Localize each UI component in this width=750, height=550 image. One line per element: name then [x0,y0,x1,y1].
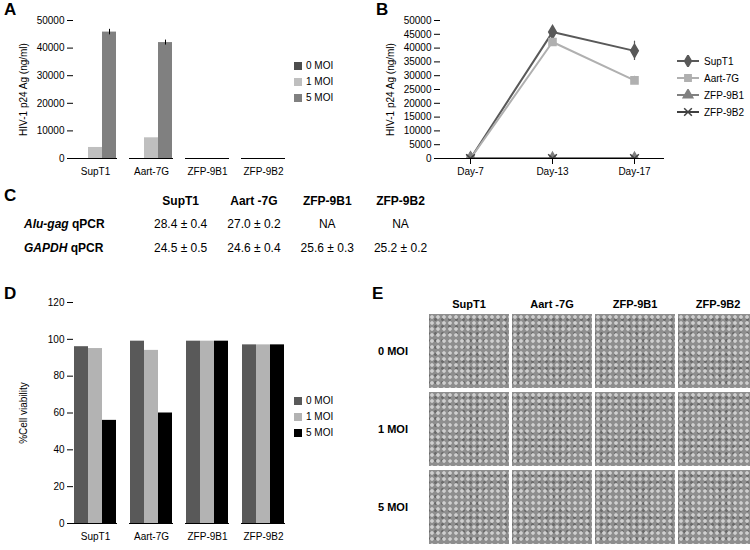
svg-text:Day-17: Day-17 [618,166,651,177]
html-text:ZFP-9B1: ZFP-9B1 [302,194,352,208]
svg-text:120: 120 [48,297,65,308]
html-text:SupT1: SupT1 [162,194,199,208]
svg-text:30000: 30000 [404,70,432,81]
svg-text:0: 0 [59,153,65,164]
html-text:5 MOI: 5 MOI [306,427,334,438]
html-text:28.4 ± 0.4: 28.4 ± 0.4 [154,217,208,231]
html-text:5 MOI: 5 MOI [378,501,408,513]
svg-text:60: 60 [53,407,65,418]
svg-text:15000: 15000 [404,111,432,122]
svg-text:Day-7: Day-7 [457,166,484,177]
svg-text:HIV-1 p24 Ag (ng/ml): HIV-1 p24 Ag (ng/ml) [385,43,396,136]
html-text:ZFP-9B1: ZFP-9B1 [704,89,744,101]
svg-text:30000: 30000 [37,70,65,81]
svg-text:ZFP-9B2: ZFP-9B2 [243,166,283,177]
svg-text:Day-13: Day-13 [536,166,569,177]
svg-text:20000: 20000 [37,98,65,109]
svg-text:10000: 10000 [404,125,432,136]
html-text:GAPDH qPCR: GAPDH qPCR [24,241,104,255]
html-text:0 MOI: 0 MOI [306,60,334,71]
html-text:ZFP-9B1: ZFP-9B1 [612,298,658,310]
html-text:25.6 ± 0.3: 25.6 ± 0.3 [300,241,354,255]
html-text:Aart -7G: Aart -7G [230,194,278,208]
svg-text:ZFP-9B1: ZFP-9B1 [187,531,227,542]
html-text:1 MOI: 1 MOI [306,411,334,422]
html-text:0 MOI: 0 MOI [378,345,408,357]
svg-text:Aart-7G: Aart-7G [134,531,169,542]
html-text:C: C [4,186,17,205]
html-text:24.6 ± 0.4: 24.6 ± 0.4 [227,241,281,255]
svg-text:5000: 5000 [409,139,432,150]
html-text:24.5 ± 0.5: 24.5 ± 0.5 [154,241,208,255]
html-text:NA: NA [392,217,409,231]
svg-text:ZFP-9B2: ZFP-9B2 [243,531,283,542]
svg-text:20000: 20000 [404,98,432,109]
html-text:Aart-7G: Aart-7G [704,72,739,84]
html-text:ZFP-9B2: ZFP-9B2 [376,194,425,208]
html-text:B: B [376,0,389,19]
html-text:Alu-gag qPCR: Alu-gag qPCR [24,217,105,231]
svg-text:ZFP-9B1: ZFP-9B1 [187,166,227,177]
html-text:25.2 ± 0.2: 25.2 ± 0.2 [373,241,428,255]
html-text:A: A [4,0,17,19]
svg-text:0: 0 [59,518,65,529]
html-text:ZFP-9B2: ZFP-9B2 [695,298,741,310]
html-text:E: E [372,284,384,303]
svg-text:Aart-7G: Aart-7G [134,166,169,177]
html-text:SupT1: SupT1 [704,55,734,67]
svg-text:25000: 25000 [404,84,432,95]
svg-text:SupT1: SupT1 [81,531,111,542]
html-text:1 MOI: 1 MOI [378,423,408,435]
html-text:SupT1: SupT1 [452,298,486,310]
svg-text:HIV-1 p24 Ag (ng/ml): HIV-1 p24 Ag (ng/ml) [18,43,29,136]
svg-text:45000: 45000 [404,29,432,40]
html-text:NA: NA [318,217,336,231]
svg-text:80: 80 [53,370,65,381]
svg-text:10000: 10000 [37,125,65,136]
svg-text:100: 100 [48,334,65,345]
svg-text:35000: 35000 [404,56,432,67]
html-text:0 MOI: 0 MOI [306,395,334,406]
svg-text:0: 0 [426,153,432,164]
svg-text:40: 40 [53,444,65,455]
svg-text:20: 20 [53,481,65,492]
html-text:5 MOI: 5 MOI [306,92,334,103]
svg-text:50000: 50000 [37,15,65,26]
html-text:Aart -7G: Aart -7G [530,298,574,310]
html-text:1 MOI: 1 MOI [306,76,334,87]
svg-text:%Cell viability: %Cell viability [18,382,29,444]
svg-text:50000: 50000 [404,15,432,26]
svg-text:40000: 40000 [37,42,65,53]
html-text:ZFP-9B2: ZFP-9B2 [704,106,744,118]
html-text:27.0 ± 0.2: 27.0 ± 0.2 [227,217,281,231]
svg-text:40000: 40000 [404,42,432,53]
html-text:D: D [4,284,17,303]
svg-text:SupT1: SupT1 [81,166,111,177]
